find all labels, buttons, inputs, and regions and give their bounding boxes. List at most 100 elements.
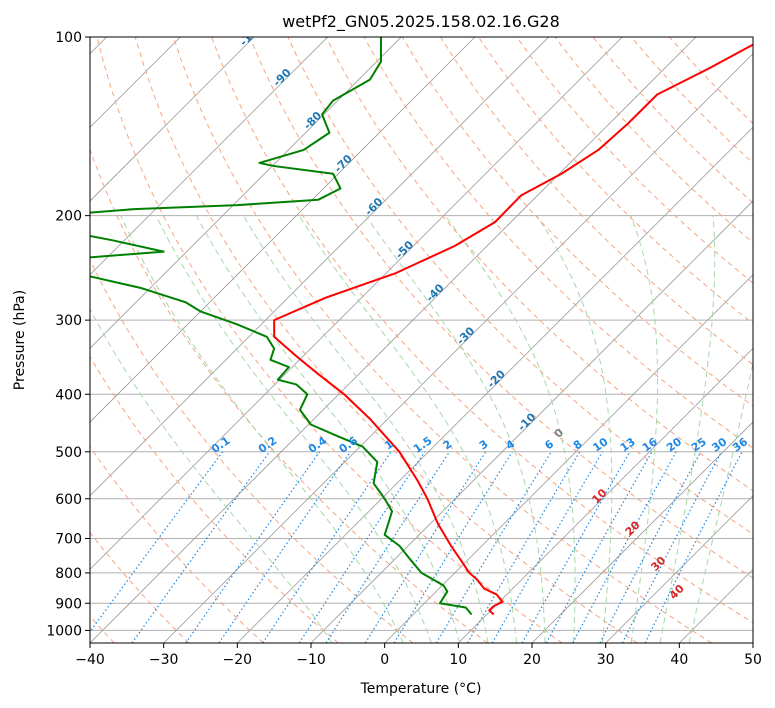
dry-adiabat-line [90,148,488,643]
dry-adiabat-line [554,37,753,244]
mixing-ratio-label: 3 [477,437,491,452]
x-tick-label: −10 [296,652,326,668]
dry-adiabat-line [90,531,190,643]
dry-adiabat-line [249,37,753,579]
mixing-ratio-line [262,451,392,643]
y-tick-label: 800 [55,566,82,582]
y-tick-label: 1000 [46,623,82,639]
dry-adiabat-line [669,37,753,125]
x-tick-label: −20 [223,652,253,668]
adiabat-label: 0 [552,426,567,441]
isotherm-line [237,126,753,643]
mixing-ratio-line [131,451,271,643]
isotherm-line [90,37,623,570]
x-tick-label: −30 [149,652,179,668]
isotherm-label: -10 [515,410,538,433]
moist-adiabat-line [659,215,716,643]
isotherm-label: -20 [485,367,508,390]
x-tick-label: 50 [744,652,762,668]
mixing-ratio-line [521,451,631,643]
x-tick-label: 0 [380,652,389,668]
isotherm-line [458,347,753,643]
adiabat-label: 40 [667,582,687,602]
y-tick-label: 200 [55,209,82,225]
dry-adiabat-line [440,37,753,366]
y-axis-label: Pressure (hPa) [12,290,28,390]
line-labels: 0.1 0.2 0.4 0.6 1 1.5 2 3 4 6 8 10 13 16 20 25 30 36-100-… [209,37,750,602]
moist-adiabat-line [298,215,517,643]
y-tick-label: 400 [55,387,82,403]
isotherm-line [679,568,753,643]
y-tick-label: 700 [55,532,82,548]
x-axis-label: Temperature (°C) [360,681,482,697]
mixing-ratio-line [644,451,743,643]
mixing-ratio-label: 6 [542,437,556,452]
x-tick-label: 40 [670,652,688,668]
moist-adiabat-line [536,215,613,643]
isotherm-line [531,421,753,643]
moist-adiabat-line [688,361,753,643]
moist-adiabat-line [120,215,404,643]
isotherm-line [384,274,753,643]
moist-adiabat-line [444,215,576,643]
dry-adiabat-line [96,37,563,643]
sounding-lines [90,37,753,616]
adiabat-label: 10 [589,486,609,506]
y-tick-label: 100 [55,30,82,46]
moist-adiabat-line [243,215,489,643]
mixing-ratio-label: 1.5 [411,434,434,456]
dry-adiabat-line [134,37,638,643]
isotherm-label: -30 [454,324,477,347]
isotherm-line [605,495,753,643]
isotherm-label: -60 [362,195,385,218]
mixing-ratio-line [298,451,426,643]
dry-adiabat-line [287,37,753,535]
isotherm-label: -70 [332,152,355,175]
mixing-ratio-line [572,451,677,643]
dewpoint-line [90,37,473,616]
isotherm-label: -80 [301,109,324,132]
isotherm-line [90,37,255,202]
x-tick-label: −40 [75,652,105,668]
isotherm-line [752,642,753,643]
isotherm-line [90,37,476,423]
y-tick-label: 300 [55,313,82,329]
mixing-ratio-label: 2 [441,437,455,452]
mixing-ratio-line [435,451,552,643]
axes: −40 −30 −20 −10 0 10 20 30 40 5010009008007006005… [46,30,762,668]
x-tick-label: 10 [449,652,467,668]
dry-adiabat-line [516,37,753,284]
dry-adiabat-line [592,37,753,204]
mixing-ratio-line [90,451,224,633]
moist-adiabat-line [365,215,546,643]
dry-adiabat-line [172,37,712,643]
isotherm-label: -90 [270,66,293,89]
plot-frame [89,36,754,644]
dry-adiabat-line [211,37,753,624]
mixing-ratio-line [325,451,451,643]
y-tick-label: 500 [55,445,82,461]
y-tick-label: 900 [55,596,82,612]
mixing-ratio-line [218,451,351,643]
x-tick-label: 30 [597,652,615,668]
mixing-ratio-label: 0.1 [209,434,232,456]
dry-adiabat-line [401,37,753,407]
isotherm-label: -40 [423,281,446,304]
dry-adiabat-line [478,37,753,325]
mixing-ratio-line [545,451,653,643]
mixing-ratio-line [599,451,702,643]
isotherm-line [310,200,753,643]
x-tick-label: 20 [523,652,541,668]
mixing-ratio-label: 0.4 [306,434,330,456]
moist-adiabat-line [195,215,461,643]
chart-title: wetPf2_GN05.2025.158.02.16.G28 [282,12,560,32]
dry-adiabat-line [90,258,414,643]
temperature-line [273,43,753,616]
isotherm-line [90,37,402,349]
dry-adiabat-line [90,355,339,643]
moist-adiabat-line [90,307,333,643]
mixing-ratio-line [185,451,321,643]
mixing-ratio-label: 0.2 [256,434,279,456]
moist-adiabat-line [630,215,659,643]
